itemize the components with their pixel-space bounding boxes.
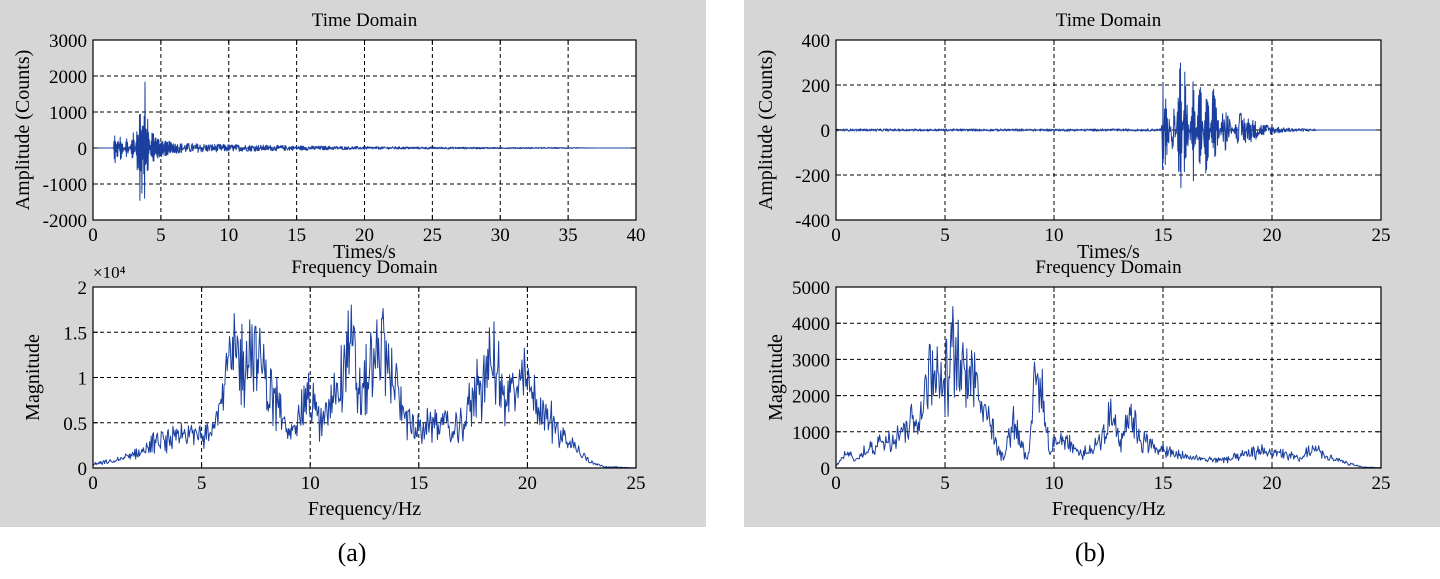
x-tick-label: 10 (219, 225, 238, 246)
plot-area (836, 287, 1381, 468)
x-tick-label: 15 (1154, 473, 1173, 494)
x-tick-label: 20 (355, 225, 374, 246)
y-tick-label: 1000 (49, 103, 87, 124)
x-tick-label: 0 (88, 473, 98, 494)
caption-b: (b) (1074, 538, 1106, 567)
x-tick-label: 25 (423, 225, 442, 246)
chart-title: Time Domain (1056, 10, 1162, 31)
series-line (92, 81, 637, 201)
y-tick-label: 2 (78, 278, 88, 299)
y-tick-label: 1.5 (63, 323, 87, 344)
y-tick-label: -200 (795, 166, 830, 187)
y-tick-label: 4000 (792, 314, 830, 335)
caption-a: (a) (337, 538, 367, 567)
x-tick-label: 10 (301, 473, 320, 494)
y-tick-label: -1000 (43, 175, 87, 196)
y-axis-label: Magnitude (765, 334, 787, 421)
y-tick-label: 1000 (792, 423, 830, 444)
x-axis-label: Times/s (1077, 241, 1140, 263)
x-tick-label: 20 (518, 473, 537, 494)
x-axis-label: Frequency/Hz (1052, 498, 1165, 520)
y-tick-label: -2000 (43, 211, 87, 232)
plot-area (93, 40, 636, 220)
y-tick-label: 2000 (792, 387, 830, 408)
x-tick-label: 5 (156, 225, 166, 246)
chart-a_freq: 0 5 10 15 20 25 0 0.5 1 1.5 2 Frequency Domain Frequ… (22, 257, 646, 520)
series-line (835, 306, 1382, 469)
series-line (835, 62, 1382, 189)
series-line (92, 304, 636, 469)
y-tick-label: 3000 (49, 31, 87, 52)
x-tick-label: 5 (940, 225, 950, 246)
x-tick-label: 25 (1372, 225, 1391, 246)
x-tick-label: 0 (831, 225, 841, 246)
x-tick-label: 5 (940, 473, 950, 494)
y-axis-label: Amplitude (Counts) (12, 50, 34, 211)
y-tick-label: 0 (78, 139, 88, 160)
x-tick-label: 15 (409, 473, 428, 494)
y-tick-label: 1 (78, 369, 88, 390)
chart-b_time: 0 5 10 15 20 25 -400 -200 0 200 400 Time Domain Time… (755, 10, 1391, 263)
y-tick-label: 0 (78, 459, 88, 480)
x-tick-label: 0 (88, 225, 98, 246)
chart-b_freq: 0 5 10 15 20 25 0 1000 2000 3000 4000 5000 Frequency… (765, 257, 1391, 520)
y-tick-label: -400 (795, 211, 830, 232)
y-tick-label: 2000 (49, 67, 87, 88)
x-tick-label: 10 (1045, 473, 1064, 494)
x-tick-label: 20 (1263, 225, 1282, 246)
chart-title: Time Domain (312, 10, 418, 31)
x-axis-label: Times/s (333, 241, 396, 263)
y-tick-label: 3000 (792, 350, 830, 371)
y-tick-label: 5000 (792, 278, 830, 299)
x-axis-label: Frequency/Hz (308, 498, 421, 520)
x-tick-label: 20 (1263, 473, 1282, 494)
x-tick-label: 30 (491, 225, 510, 246)
y-tick-label: 0.5 (63, 414, 87, 435)
y-axis-label: Amplitude (Counts) (755, 50, 777, 211)
y-tick-label: 200 (802, 76, 831, 97)
chart-a_time: 0 5 10 15 20 25 30 35 40 -2000 -1000 0 1000 2000 3000 T… (12, 10, 646, 263)
x-tick-label: 35 (559, 225, 578, 246)
x-tick-label: 25 (1372, 473, 1391, 494)
x-tick-label: 0 (831, 473, 841, 494)
chart-title: Frequency Domain (291, 257, 438, 278)
x-tick-label: 25 (627, 473, 646, 494)
y-tick-label: 0 (821, 459, 831, 480)
y-tick-label: 400 (802, 31, 831, 52)
x-tick-label: 5 (197, 473, 207, 494)
x-tick-label: 10 (1045, 225, 1064, 246)
axes-frame (835, 286, 1382, 469)
y-tick-label: 0 (821, 121, 831, 142)
x-tick-label: 15 (287, 225, 306, 246)
y-axis-label: Magnitude (22, 334, 44, 421)
y-axis-multiplier: ×10⁴ (93, 263, 126, 282)
x-tick-label: 40 (627, 225, 646, 246)
x-tick-label: 15 (1154, 225, 1173, 246)
chart-title: Frequency Domain (1035, 257, 1182, 278)
